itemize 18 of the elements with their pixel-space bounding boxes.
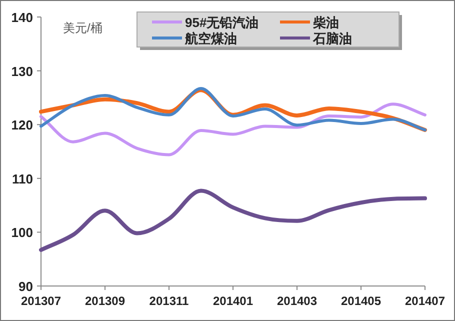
x-tick-label: 201401	[212, 294, 254, 308]
x-tick-label: 201307	[20, 294, 62, 308]
y-tick-label: 110	[12, 171, 33, 186]
y-tick-label: 130	[11, 64, 33, 79]
y-axis-title: 美元/桶	[63, 21, 102, 35]
x-tick-label: 201309	[84, 294, 126, 308]
legend-label: 95#无铅汽油	[185, 15, 259, 30]
y-tick-label: 120	[11, 118, 33, 133]
y-tick-label: 100	[11, 225, 33, 240]
x-tick-label: 201405	[340, 294, 382, 308]
y-tick-label: 90	[18, 279, 33, 294]
legend-label: 柴油	[312, 15, 339, 30]
legend-label: 航空煤油	[184, 31, 237, 46]
legend-label: 石脑油	[312, 31, 352, 46]
x-tick-label: 201403	[276, 294, 318, 308]
x-tick-label: 201311	[149, 294, 190, 308]
y-tick-label: 140	[11, 10, 33, 25]
x-tick-label: 201407	[404, 294, 446, 308]
